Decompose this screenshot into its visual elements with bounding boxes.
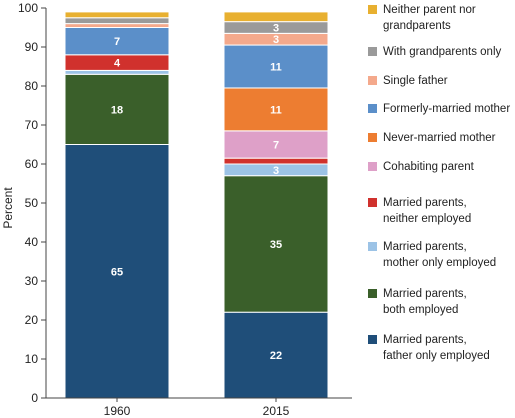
legend-label: Cohabiting parent [383, 161, 475, 173]
legend-label: Married parents, [383, 334, 467, 346]
bar-segment [64, 69, 170, 75]
legend-swatch [368, 242, 377, 251]
data-label: 3 [273, 23, 279, 35]
data-label: 11 [270, 104, 282, 116]
legend-swatch [368, 335, 377, 344]
data-label: 3 [273, 165, 279, 177]
x-axis-labels: 1960 2015 [104, 404, 290, 418]
legend-swatch [368, 47, 377, 56]
bar-segment [64, 27, 170, 56]
y-tick-label: 50 [25, 196, 39, 210]
y-tick-label: 0 [31, 391, 38, 405]
axes [45, 8, 352, 402]
bar-segment [64, 73, 170, 145]
legend-swatch [368, 76, 377, 85]
y-axis-title: Percent [1, 187, 15, 229]
legend-swatch [368, 162, 377, 171]
data-label: 3 [273, 34, 279, 46]
data-label: 11 [270, 62, 282, 74]
y-axis-label: Percent [1, 187, 15, 229]
y-tick-label: 20 [25, 313, 39, 327]
data-label: 65 [111, 266, 123, 278]
y-tick-label: 40 [25, 235, 39, 249]
y-tick-label: 80 [25, 79, 39, 93]
legend: Neither parent nor grandparents With grand… [368, 4, 510, 362]
bar-segment [64, 17, 170, 25]
legend-label: father only employed [383, 350, 490, 362]
bar-segment [64, 144, 170, 399]
data-label: 35 [270, 239, 282, 251]
legend-label: Married parents, [383, 241, 467, 253]
legend-label: neither employed [383, 213, 471, 225]
data-label: 4 [114, 58, 121, 70]
y-tick-label: 100 [18, 1, 38, 15]
legend-label: With grandparents only [383, 46, 502, 58]
legend-swatch [368, 133, 377, 142]
y-tick-label: 30 [25, 274, 39, 288]
legend-label: Formerly-married mother [383, 103, 510, 115]
bar-segment [223, 157, 329, 165]
bar-segment [64, 11, 170, 19]
y-tick-label: 90 [25, 40, 39, 54]
legend-label: Married parents, [383, 288, 467, 300]
legend-label: Never-married mother [383, 132, 496, 144]
legend-label: grandparents [383, 20, 451, 32]
data-label: 22 [270, 350, 282, 362]
bar-segment [223, 175, 329, 313]
legend-label: Neither parent nor [383, 4, 476, 16]
y-tick-label: 60 [25, 157, 39, 171]
bar-segment [223, 11, 329, 23]
legend-label: mother only employed [383, 257, 496, 269]
bar-segment [223, 311, 329, 399]
legend-label: Single father [383, 75, 448, 87]
legend-label: both employed [383, 304, 458, 316]
bar-segment [223, 44, 329, 89]
legend-swatch [368, 198, 377, 207]
y-tick-label: 10 [25, 352, 39, 366]
legend-swatch [368, 104, 377, 113]
legend-swatch [368, 289, 377, 298]
x-tick-label: 2015 [263, 404, 290, 418]
legend-label: Married parents, [383, 197, 467, 209]
data-label: 18 [111, 104, 123, 116]
data-label: 7 [114, 36, 120, 48]
bar-segment [223, 87, 329, 132]
data-label: 7 [273, 140, 279, 152]
y-axis-ticks: 0 10 20 30 40 50 60 70 80 90 100 [18, 1, 46, 405]
x-tick-label: 1960 [104, 404, 131, 418]
bar-segment [223, 130, 329, 159]
y-tick-label: 70 [25, 118, 39, 132]
bar-segment [64, 23, 170, 29]
legend-swatch [368, 5, 377, 14]
